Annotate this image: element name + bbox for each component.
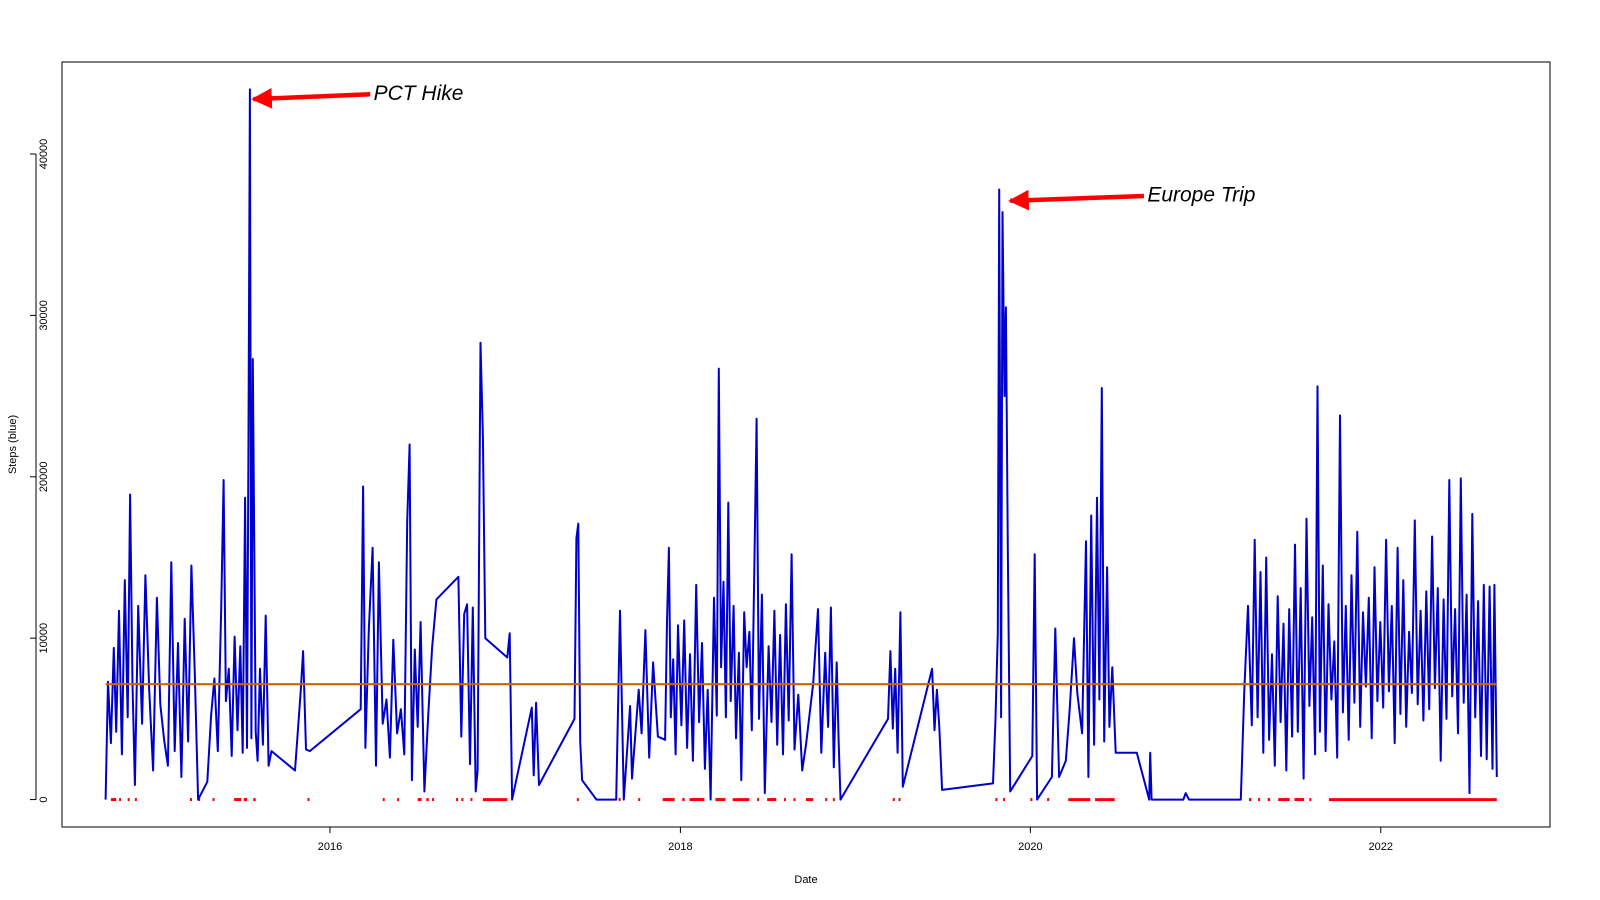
steps-series [104,88,1498,801]
annotation-label: PCT Hike [374,82,464,105]
annotation-label: Europe Trip [1147,184,1255,207]
steps-line [104,88,1498,801]
x-axis: 2016 2018 2020 2022 [318,826,1393,853]
y-tick-label: 0 [38,797,50,803]
x-tick-label: 2022 [1369,841,1393,853]
annotation-arrow [1008,189,1145,211]
y-tick-label: 20000 [38,461,50,492]
y-tick-label: 40000 [38,139,50,170]
y-axis-title: Steps (blue) [7,415,19,474]
x-tick-label: 2016 [318,841,342,853]
x-tick-label: 2018 [668,841,692,853]
annotations: PCT Hike Europe Trip [251,82,1255,211]
x-tick-label: 2020 [1018,841,1042,853]
annotation-arrow [251,88,371,109]
y-axis: 0 10000 20000 30000 40000 [30,139,50,803]
x-axis-title: Date [794,874,817,886]
y-tick-label: 30000 [38,300,50,331]
y-tick-label: 10000 [38,623,50,654]
